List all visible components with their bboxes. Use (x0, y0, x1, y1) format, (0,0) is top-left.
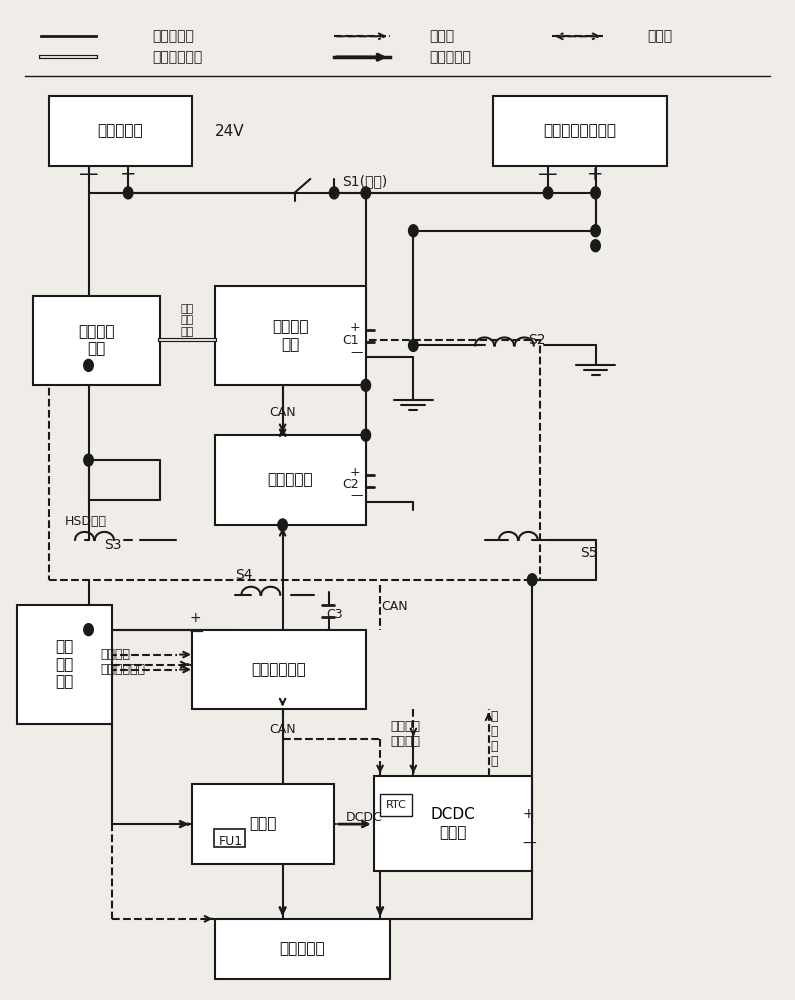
FancyBboxPatch shape (192, 784, 334, 864)
Text: DCDC
变换器: DCDC 变换器 (431, 807, 475, 840)
FancyBboxPatch shape (49, 96, 192, 166)
Text: 唤
醒
信
号: 唤 醒 信 号 (491, 710, 498, 768)
Text: 辅助电源信号: 辅助电源信号 (100, 663, 145, 676)
Text: 禁止输出
使能信号: 禁止输出 使能信号 (390, 720, 421, 748)
Text: 信号线: 信号线 (429, 29, 454, 43)
Text: 低压电源线: 低压电源线 (152, 29, 194, 43)
Text: FU1: FU1 (219, 835, 243, 848)
Circle shape (329, 187, 339, 199)
Text: —: — (79, 165, 99, 184)
Circle shape (361, 379, 370, 391)
Text: —: — (189, 626, 203, 640)
Text: C2: C2 (342, 478, 359, 491)
FancyBboxPatch shape (493, 96, 667, 166)
Text: +: + (350, 321, 361, 334)
FancyBboxPatch shape (215, 286, 366, 385)
Text: —: — (350, 346, 363, 359)
Text: 动力电池组: 动力电池组 (280, 941, 325, 956)
Circle shape (83, 624, 93, 636)
Text: 车载监控
单元: 车载监控 单元 (273, 319, 308, 352)
Circle shape (361, 429, 370, 441)
Text: 车载蓄电池: 车载蓄电池 (98, 124, 143, 139)
Circle shape (278, 519, 287, 531)
Text: HSD信号: HSD信号 (64, 515, 107, 528)
Text: 远程数据传输: 远程数据传输 (152, 50, 202, 64)
FancyBboxPatch shape (214, 829, 246, 847)
Text: S3: S3 (104, 538, 122, 552)
Text: 远程监控
平台: 远程监控 平台 (78, 324, 114, 357)
Text: +: + (350, 466, 361, 479)
Text: S5: S5 (580, 546, 597, 560)
FancyBboxPatch shape (215, 919, 390, 979)
Text: CAN: CAN (270, 723, 296, 736)
Text: —: — (522, 837, 537, 851)
Text: CAN: CAN (382, 600, 409, 613)
Circle shape (409, 339, 418, 351)
FancyBboxPatch shape (192, 630, 366, 709)
Text: RTC: RTC (386, 800, 406, 810)
Circle shape (83, 359, 93, 371)
Text: 整车其他低压负载: 整车其他低压负载 (543, 124, 616, 139)
Circle shape (591, 240, 600, 252)
FancyBboxPatch shape (215, 435, 366, 525)
Text: +: + (120, 165, 137, 184)
Text: +: + (189, 611, 201, 625)
Text: DCDC: DCDC (346, 811, 382, 824)
Circle shape (527, 574, 537, 586)
Text: 高压电源线: 高压电源线 (429, 50, 471, 64)
Text: 通讯线: 通讯线 (647, 29, 673, 43)
Circle shape (409, 225, 418, 237)
Text: —: — (350, 490, 363, 503)
Text: 非车
载充
电机: 非车 载充 电机 (56, 640, 74, 689)
Text: 整车控制器: 整车控制器 (268, 473, 313, 488)
Circle shape (123, 187, 133, 199)
Text: 钥匙信号: 钥匙信号 (100, 648, 130, 661)
Circle shape (361, 187, 370, 199)
FancyBboxPatch shape (33, 296, 160, 385)
Circle shape (591, 225, 600, 237)
Text: S1(手闸): S1(手闸) (342, 174, 387, 188)
Circle shape (543, 187, 553, 199)
Text: C3: C3 (326, 608, 343, 621)
Text: C1: C1 (342, 334, 359, 347)
Text: S4: S4 (235, 568, 253, 582)
FancyBboxPatch shape (380, 794, 412, 816)
Circle shape (591, 187, 600, 199)
Text: S2: S2 (528, 333, 545, 347)
Text: +: + (588, 165, 604, 184)
Text: 高压盒: 高压盒 (249, 817, 277, 832)
Text: —: — (538, 165, 558, 184)
Text: 24V: 24V (215, 124, 245, 139)
Text: +: + (522, 807, 534, 821)
Text: 远程
数据
传输: 远程 数据 传输 (181, 304, 194, 337)
Circle shape (83, 454, 93, 466)
Text: CAN: CAN (270, 406, 296, 419)
FancyBboxPatch shape (374, 776, 532, 871)
Text: 电池管理系统: 电池管理系统 (251, 662, 306, 677)
FancyBboxPatch shape (17, 605, 112, 724)
